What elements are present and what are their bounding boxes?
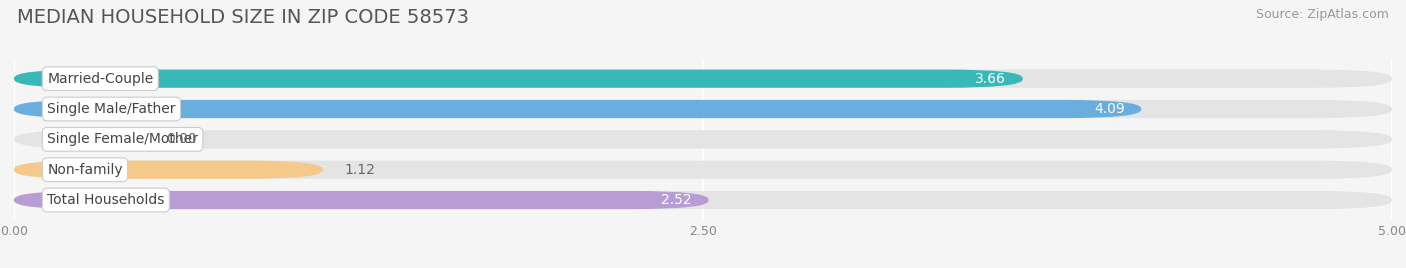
FancyBboxPatch shape <box>14 70 1022 88</box>
FancyBboxPatch shape <box>14 161 1392 179</box>
Text: MEDIAN HOUSEHOLD SIZE IN ZIP CODE 58573: MEDIAN HOUSEHOLD SIZE IN ZIP CODE 58573 <box>17 8 468 27</box>
Text: Total Households: Total Households <box>48 193 165 207</box>
Text: 3.66: 3.66 <box>976 72 1007 86</box>
FancyBboxPatch shape <box>14 100 1392 118</box>
Text: 2.52: 2.52 <box>661 193 692 207</box>
Text: Source: ZipAtlas.com: Source: ZipAtlas.com <box>1256 8 1389 21</box>
FancyBboxPatch shape <box>14 70 1392 88</box>
FancyBboxPatch shape <box>14 130 1392 148</box>
Text: 1.12: 1.12 <box>344 163 375 177</box>
Text: Single Female/Mother: Single Female/Mother <box>48 132 198 146</box>
FancyBboxPatch shape <box>14 191 1392 209</box>
FancyBboxPatch shape <box>14 100 1142 118</box>
Text: Married-Couple: Married-Couple <box>48 72 153 86</box>
FancyBboxPatch shape <box>14 161 323 179</box>
Text: Single Male/Father: Single Male/Father <box>48 102 176 116</box>
Text: 4.09: 4.09 <box>1094 102 1125 116</box>
Text: Non-family: Non-family <box>48 163 122 177</box>
Text: 0.00: 0.00 <box>166 132 197 146</box>
FancyBboxPatch shape <box>14 191 709 209</box>
